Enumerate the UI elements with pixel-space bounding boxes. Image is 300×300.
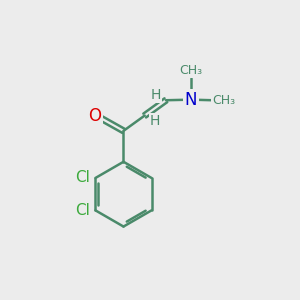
Text: H: H [150,114,160,128]
Text: O: O [88,107,101,125]
Text: N: N [185,91,197,109]
Text: Cl: Cl [75,170,90,185]
Text: Cl: Cl [75,203,90,218]
Text: CH₃: CH₃ [212,94,235,107]
Text: CH₃: CH₃ [179,64,203,77]
Text: H: H [150,88,161,102]
